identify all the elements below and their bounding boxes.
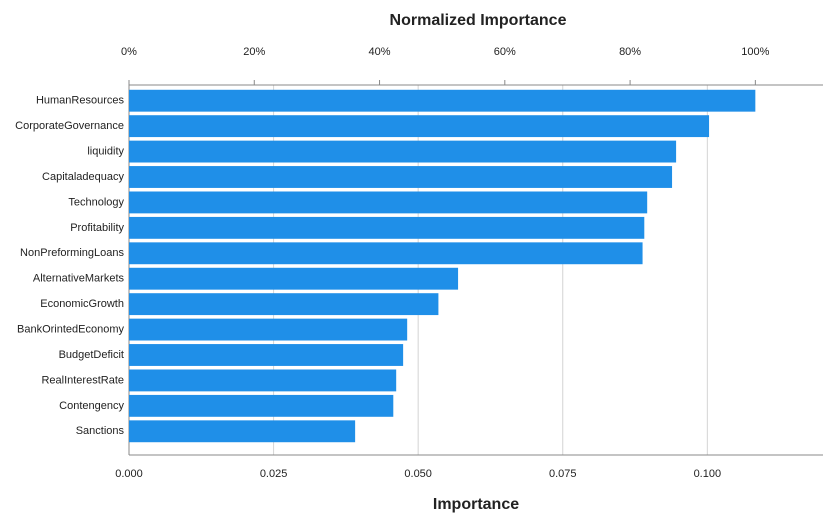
x2-tick-label: 80% [619,46,641,58]
y-tick-label: Technology [68,196,124,208]
y-tick-label: Capitaladequacy [42,171,124,183]
bar [129,369,397,392]
bar [129,89,756,112]
bar [129,166,673,188]
bar [129,420,356,443]
y-tick-label: HumanResources [36,95,125,107]
bar [129,140,677,163]
bar [129,267,459,290]
bar [129,318,408,341]
y-tick-label: Contengency [59,400,124,412]
bar [129,293,439,316]
y-tick-label: Profitability [70,222,124,234]
y-tick-label: CorporateGovernance [15,120,124,132]
bar [129,216,645,239]
y-tick-label: EconomicGrowth [40,298,124,310]
x2-tick-label: 60% [494,46,516,58]
bar [129,344,404,366]
y-tick-label: NonPreformingLoans [20,247,124,259]
x-tick-label: 0.000 [115,468,143,480]
y-tick-label: Sanctions [76,425,125,437]
x2-tick-label: 0% [121,46,137,58]
y-tick-label: BankOrintedEconomy [17,323,124,335]
x-axis-title: Importance [433,496,519,513]
x2-tick-label: 100% [741,46,769,58]
y-tick-label: AlternativeMarkets [33,273,125,285]
y-tick-label: RealInterestRate [41,374,124,386]
chart-title: Normalized Importance [390,12,567,29]
bar [129,394,394,417]
y-tick-label: liquidity [87,145,124,157]
x-tick-label: 0.025 [260,468,288,480]
x-tick-label: 0.100 [694,468,722,480]
bar [129,191,648,214]
x-tick-label: 0.050 [404,468,432,480]
x2-tick-label: 40% [369,46,391,58]
y-tick-label: BudgetDeficit [59,349,124,361]
x-tick-label: 0.075 [549,468,577,480]
bar [129,115,710,138]
x2-tick-label: 20% [243,46,265,58]
bar [129,242,643,265]
